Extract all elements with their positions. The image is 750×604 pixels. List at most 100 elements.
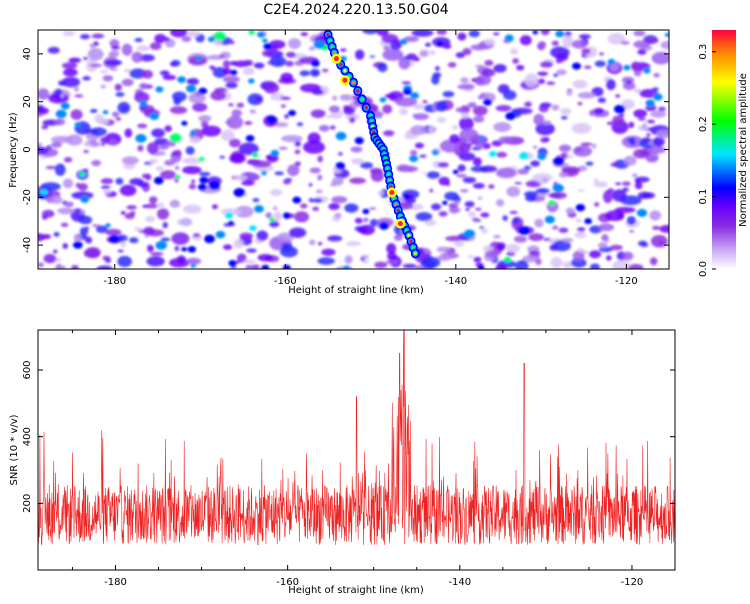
heatmap-cell [145,215,156,223]
heatmap-cell [82,168,89,173]
heatmap-cell [50,141,62,148]
heatmap-cell [280,104,286,108]
heatmap-cell [422,100,428,104]
heatmap-cell [459,143,471,153]
heatmap-cell [512,217,520,225]
heatmap-cell [381,34,399,44]
heatmap-cell [410,92,419,100]
heatmap-cell [253,62,265,69]
heatmap-cell [468,30,480,38]
heatmap-cell [548,200,556,206]
heatmap-cell [249,225,257,231]
heatmap-cell [109,50,120,58]
y-tick-label: 400 [22,427,33,446]
heatmap-cell [431,149,440,156]
heatmap-cell [585,161,594,166]
heatmap-cell [204,234,215,244]
heatmap-cell [64,201,74,207]
heatmap-cell [270,149,279,157]
heatmap-cell [349,177,367,184]
heatmap-cell [558,144,572,153]
heatmap-cell [94,113,104,123]
heatmap-cell [331,176,344,186]
heatmap-cell [436,117,447,123]
heatmap-cell [495,105,512,112]
heatmap-cell [622,251,634,261]
heatmap-cell [288,38,302,50]
heatmap-cell [506,243,520,253]
heatmap-cell [84,226,90,230]
heatmap-cell [458,117,474,131]
heatmap-cell [292,196,302,204]
heatmap-cell [243,59,254,67]
heatmap-cell [117,249,124,253]
heatmap-cell [62,243,69,249]
heatmap-cell [263,82,280,94]
heatmap-cell [129,237,139,244]
heatmap-cell [561,166,581,174]
heatmap-cell [578,34,591,39]
heatmap-cell [629,137,636,146]
heatmap-cell [633,30,646,37]
heatmap-cell [581,48,591,54]
heatmap-cell [551,104,560,111]
heatmap-cell [91,33,105,39]
heatmap-cell [91,159,102,167]
heatmap-cell [296,122,304,127]
heatmap-cell [192,102,208,112]
heatmap-cell [121,43,133,56]
heatmap-cell [357,226,368,234]
heatmap-cell [543,237,551,241]
heatmap-cell [402,194,410,200]
heatmap-cell [182,157,203,165]
heatmap-cell [89,63,102,68]
heatmap-cell [630,61,642,71]
heatmap-cell [257,254,273,262]
snr-background [38,330,675,570]
heatmap-ridge [323,30,420,259]
heatmap-cell [134,91,150,103]
heatmap-cell [185,146,195,155]
heatmap-cell [79,34,91,40]
heatmap-cell [315,189,323,194]
heatmap-cell [606,79,616,91]
heatmap-cell [594,202,600,207]
heatmap-cell [109,68,118,71]
y-tick-label: -40 [22,237,33,253]
heatmap-cell [454,200,460,205]
heatmap-cell [176,218,193,226]
heatmap-cell [80,210,86,215]
heatmap-cell [318,124,330,132]
heatmap-cell [325,115,335,119]
heatmap-cell [360,257,365,261]
heatmap-cell [452,169,459,175]
heatmap-cell [312,198,323,203]
heatmap-cell [228,220,234,225]
heatmap-cell [100,69,109,74]
heatmap-cell [54,265,67,269]
heatmap-cell [222,67,232,75]
heatmap-cell [515,64,525,71]
heatmap-cell [38,107,49,115]
heatmap-cell [153,176,164,185]
heatmap-cell [273,211,283,222]
snr-y-ticks: 200 400 600 [22,360,675,513]
heatmap-cell [612,189,627,202]
heatmap-cell [136,45,150,52]
heatmap-cell [552,157,565,166]
heatmap-cell [208,181,221,191]
heatmap-cell [139,100,148,107]
heatmap-cell [100,84,107,89]
heatmap-cell [62,178,73,189]
heatmap-cell [426,171,440,179]
heatmap-cell [169,133,182,143]
heatmap-cell [274,171,284,176]
heatmap-cell [199,171,211,177]
heatmap-cell [225,82,238,89]
heatmap-cell [303,140,326,154]
heatmap-cell [40,189,48,195]
heatmap-cell [83,56,89,61]
figure-title: C2E4.2024.220.13.50.G04 [263,2,448,18]
snr-frame [37,329,676,571]
heatmap-cell [53,231,60,237]
